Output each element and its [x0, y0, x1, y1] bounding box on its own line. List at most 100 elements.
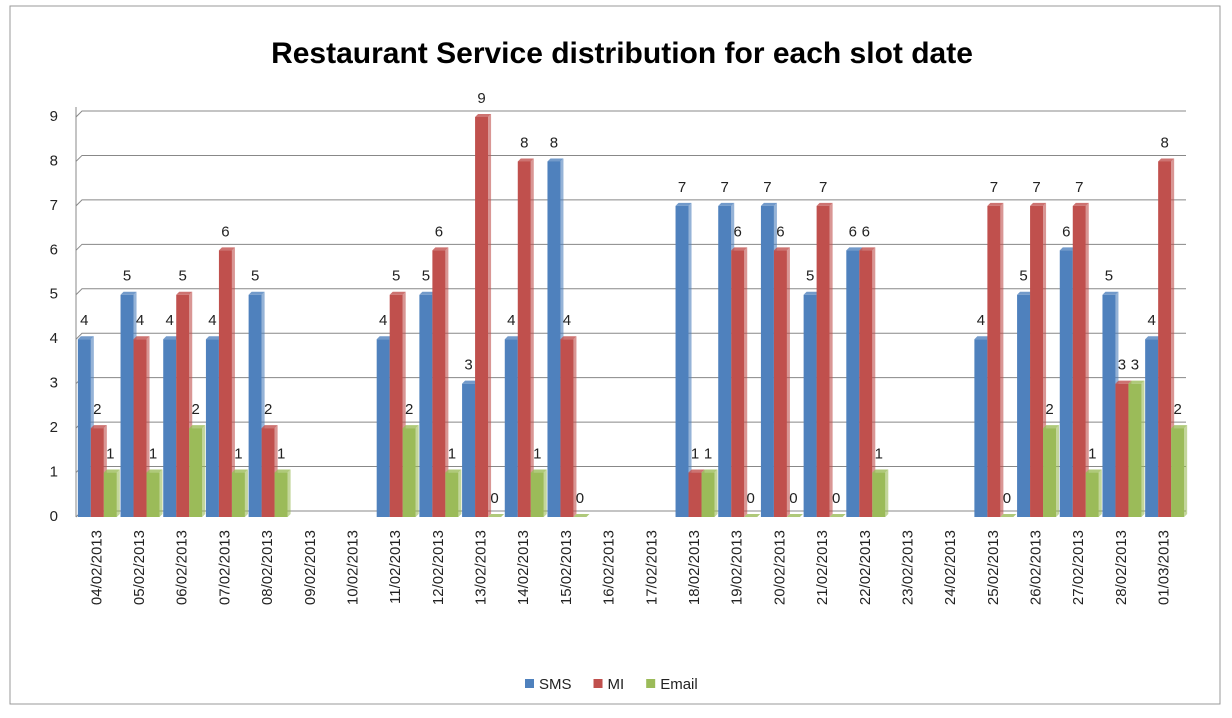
bar [547, 161, 560, 517]
x-tick-label: 10/02/2013 [344, 530, 361, 605]
y-tick-label: 1 [50, 464, 58, 481]
value-label: 4 [166, 312, 174, 329]
bar [462, 384, 475, 517]
value-label: 6 [221, 223, 229, 240]
x-tick-label: 09/02/2013 [302, 530, 319, 605]
bar-side [160, 470, 163, 517]
value-label: 2 [264, 401, 272, 418]
value-label: 0 [789, 490, 797, 507]
bar [987, 206, 1000, 517]
bar [445, 473, 458, 517]
bar [1128, 384, 1141, 517]
bar [1043, 428, 1056, 517]
y-tick-label: 0 [50, 508, 58, 525]
y-tick-label: 3 [50, 375, 58, 392]
value-label: 5 [251, 268, 259, 285]
value-label: 0 [832, 490, 840, 507]
bar [249, 295, 262, 517]
bar [1102, 295, 1115, 517]
value-label: 8 [550, 134, 558, 151]
value-label: 5 [1105, 268, 1113, 285]
bar [817, 206, 830, 517]
value-label: 7 [1032, 179, 1040, 196]
y-tick-label: 2 [50, 419, 58, 436]
value-label: 1 [533, 446, 541, 463]
value-label: 8 [1160, 134, 1168, 151]
value-label: 4 [563, 312, 571, 329]
bar [91, 428, 104, 517]
x-tick-label: 05/02/2013 [131, 530, 148, 605]
x-tick-label: 13/02/2013 [473, 530, 490, 605]
x-tick-label: 06/02/2013 [174, 530, 191, 605]
value-label: 9 [477, 90, 485, 107]
bar-side [1099, 470, 1102, 517]
bar-side [245, 470, 248, 517]
legend-label: SMS [539, 676, 572, 693]
bar [731, 250, 744, 517]
value-label: 4 [208, 312, 216, 329]
bar [1060, 250, 1073, 517]
bar [419, 295, 432, 517]
value-label: 1 [1088, 446, 1096, 463]
bar [475, 117, 488, 517]
bar [1158, 161, 1171, 517]
bar [1145, 339, 1158, 517]
y-tick-label: 8 [50, 152, 58, 169]
x-tick-label: 23/02/2013 [899, 530, 916, 605]
value-label: 4 [80, 312, 88, 329]
bar-side [830, 203, 833, 517]
value-label: 6 [849, 223, 857, 240]
value-label: 4 [136, 312, 144, 329]
bar [702, 473, 715, 517]
chart-title: Restaurant Service distribution for each… [271, 37, 973, 70]
value-label: 7 [763, 179, 771, 196]
bar [505, 339, 518, 517]
value-label: 5 [123, 268, 131, 285]
value-label: 2 [192, 401, 200, 418]
legend-swatch [646, 679, 655, 688]
value-label: 2 [1173, 401, 1181, 418]
bar [147, 473, 160, 517]
value-label: 1 [106, 446, 114, 463]
value-label: 0 [1003, 490, 1011, 507]
x-tick-label: 04/02/2013 [88, 530, 105, 605]
x-tick-label: 14/02/2013 [515, 530, 532, 605]
value-label: 1 [277, 446, 285, 463]
x-tick-label: 27/02/2013 [1070, 530, 1087, 605]
x-tick-label: 24/02/2013 [942, 530, 959, 605]
value-label: 7 [721, 179, 729, 196]
x-tick-label: 20/02/2013 [771, 530, 788, 605]
legend-label: Email [660, 676, 698, 693]
x-tick-label: 25/02/2013 [985, 530, 1002, 605]
x-tick-label: 17/02/2013 [643, 530, 660, 605]
x-tick-label: 22/02/2013 [857, 530, 874, 605]
bar [1030, 206, 1043, 517]
bar [872, 473, 885, 517]
value-label: 5 [392, 268, 400, 285]
y-tick-label: 7 [50, 197, 58, 214]
value-label: 4 [507, 312, 515, 329]
value-label: 7 [990, 179, 998, 196]
legend-label: MI [608, 676, 625, 693]
bar [262, 428, 275, 517]
value-label: 5 [1019, 268, 1027, 285]
x-tick-label: 19/02/2013 [729, 530, 746, 605]
value-label: 3 [464, 357, 472, 374]
bar-side [885, 470, 888, 517]
x-tick-label: 07/02/2013 [216, 530, 233, 605]
bar-side [787, 247, 790, 517]
value-label: 4 [977, 312, 985, 329]
x-tick-label: 28/02/2013 [1113, 530, 1130, 605]
bar [121, 295, 134, 517]
bar [275, 473, 288, 517]
bar [689, 473, 702, 517]
value-label: 6 [1062, 223, 1070, 240]
bar-side [1184, 425, 1187, 517]
legend-swatch [525, 679, 534, 688]
bar-side [288, 470, 291, 517]
value-label: 7 [1075, 179, 1083, 196]
value-label: 6 [734, 223, 742, 240]
bar [206, 339, 219, 517]
value-label: 5 [806, 268, 814, 285]
bar [531, 473, 544, 517]
